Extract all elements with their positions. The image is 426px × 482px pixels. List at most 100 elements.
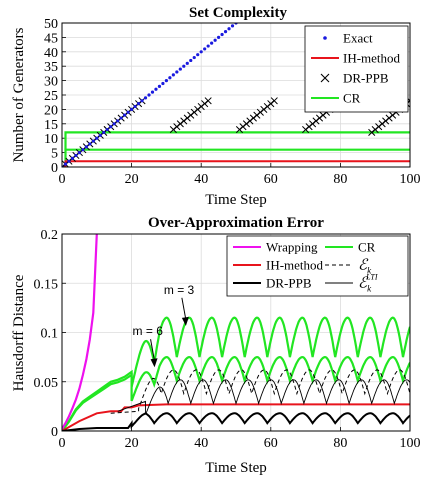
- bottom-x-tick-label: 20: [125, 436, 139, 451]
- bottom-legend-label: ℰk LTI: [358, 273, 378, 294]
- top-x-tick-label: 60: [264, 172, 278, 187]
- bottom-x-tick-label: 80: [333, 436, 347, 451]
- annotation-arrow-head: [150, 358, 158, 368]
- exact-point: [192, 55, 196, 60]
- bottom-y-tick-label: 0.2: [41, 228, 59, 243]
- top-y-tick-label: 0: [51, 161, 58, 176]
- legend-math-symbol: ℰ: [358, 258, 369, 274]
- exact-point: [70, 156, 75, 160]
- exact-point: [67, 159, 71, 163]
- top-y-tick-label: 45: [44, 31, 58, 46]
- exact-point: [105, 127, 109, 132]
- exact-point: [210, 41, 214, 45]
- top-x-axis-label: Time Step: [205, 192, 267, 208]
- exact-point: [130, 107, 134, 111]
- top-legend-label: Exact: [343, 31, 373, 46]
- exact-point: [196, 53, 200, 57]
- bottom-chart-title: Over-Approximation Error: [148, 215, 324, 231]
- exact-point: [168, 76, 172, 80]
- exact-point: [116, 119, 120, 123]
- top-x-tick-label: 40: [194, 172, 208, 187]
- exact-point: [84, 145, 88, 149]
- bottom-y-tick-label: 0.1: [41, 327, 59, 342]
- bottom-legend-item: DR-PPB: [233, 276, 312, 291]
- top-y-tick-label: 5: [51, 147, 58, 162]
- exact-point: [81, 148, 85, 152]
- bottom-legend-item: CR: [325, 240, 376, 255]
- exact-point: [217, 35, 221, 40]
- annotation-arrow-head: [181, 316, 189, 326]
- annotation-arrow-shaft: [181, 297, 187, 320]
- annotation-label: m = 3: [164, 283, 195, 297]
- top-legend: Exact IH-method DR-PPB CR: [304, 25, 409, 113]
- exact-point: [185, 61, 189, 65]
- exact-point: [199, 50, 203, 54]
- bottom-legend-label: Wrapping: [266, 240, 318, 255]
- exact-point: [147, 93, 151, 97]
- bottom-x-tick-label: 0: [59, 436, 66, 451]
- exact-point: [178, 67, 182, 71]
- bottom-tick-labels: 0 20 40 60 80 100 0 0.05 0.1 0.15 0.2: [34, 228, 421, 451]
- bottom-x-tick-label: 100: [400, 436, 421, 451]
- top-x-tick-label: 20: [125, 172, 139, 187]
- exact-point: [133, 104, 137, 109]
- bottom-legend-label: DR-PPB: [266, 276, 312, 291]
- annotation-arrow-shaft: [150, 339, 156, 362]
- exact-point: [220, 32, 224, 37]
- series-exact-dots: [62, 23, 238, 167]
- exact-point: [109, 125, 113, 129]
- top-legend-label: DR-PPB: [343, 71, 389, 86]
- series-cr-lower: [62, 355, 410, 431]
- bottom-x-tick-label: 60: [264, 436, 278, 451]
- bottom-plot-area: [62, 234, 410, 431]
- exact-point: [119, 116, 123, 120]
- top-y-tick-label: 15: [44, 118, 58, 133]
- bottom-series-group: [62, 234, 410, 431]
- top-legend-label: IH-method: [343, 51, 401, 66]
- series-ek-dashed: [110, 369, 410, 414]
- bottom-x-axis-label: Time Step: [205, 460, 267, 476]
- legend-swatch-dot: [323, 36, 327, 40]
- exact-point: [223, 30, 228, 34]
- bottom-y-tick-label: 0: [51, 425, 58, 440]
- annotation: m = 3: [164, 283, 195, 326]
- top-legend-label: CR: [343, 91, 361, 106]
- legend-math-symbol: ℰ: [358, 276, 369, 292]
- top-y-tick-label: 20: [44, 103, 58, 118]
- dr-ppb-marker: [270, 97, 278, 105]
- series-ek-lti-line: [117, 379, 410, 415]
- top-y-tick-label: 40: [44, 46, 58, 61]
- exact-point: [150, 90, 155, 94]
- top-x-tick-label: 0: [59, 172, 66, 187]
- series-ih-method-line: [62, 160, 410, 167]
- exact-point: [136, 102, 141, 106]
- bottom-axes-box: [61, 233, 411, 432]
- top-chart-title: Set Complexity: [189, 5, 287, 21]
- exact-point: [213, 38, 217, 42]
- chart-set-complexity: Set Complexity 0 20 40 60 80 1000510152025303…: [11, 5, 421, 208]
- top-y-tick-label: 30: [44, 75, 58, 90]
- bottom-x-tick-label: 40: [194, 436, 208, 451]
- exact-point: [171, 73, 175, 77]
- exact-point: [77, 151, 81, 155]
- exact-point: [91, 139, 95, 143]
- top-axes-box: [61, 22, 411, 168]
- bottom-legend-label: CR: [358, 240, 376, 255]
- top-y-axis-label: Number of Generators: [11, 27, 27, 162]
- exact-point: [161, 81, 165, 86]
- bottom-legend-item: ℰk LTI: [325, 273, 378, 294]
- top-y-tick-label: 10: [44, 132, 58, 147]
- exact-point: [182, 64, 186, 68]
- top-legend-item: IH-method: [311, 51, 401, 66]
- bottom-legend-label: ℰk: [358, 258, 372, 276]
- top-legend-item: DR-PPB: [320, 71, 389, 86]
- exact-point: [98, 133, 102, 137]
- exact-point: [143, 96, 148, 100]
- bottom-y-axis-label: Hausdorff Distance: [11, 274, 27, 391]
- bottom-legend-item: Wrapping: [233, 240, 318, 255]
- bottom-y-tick-label: 0.05: [34, 376, 59, 391]
- exact-point: [140, 99, 144, 103]
- top-legend-item: CR: [311, 91, 361, 106]
- legend-math-superscript: LTI: [365, 273, 378, 282]
- exact-point: [74, 153, 78, 158]
